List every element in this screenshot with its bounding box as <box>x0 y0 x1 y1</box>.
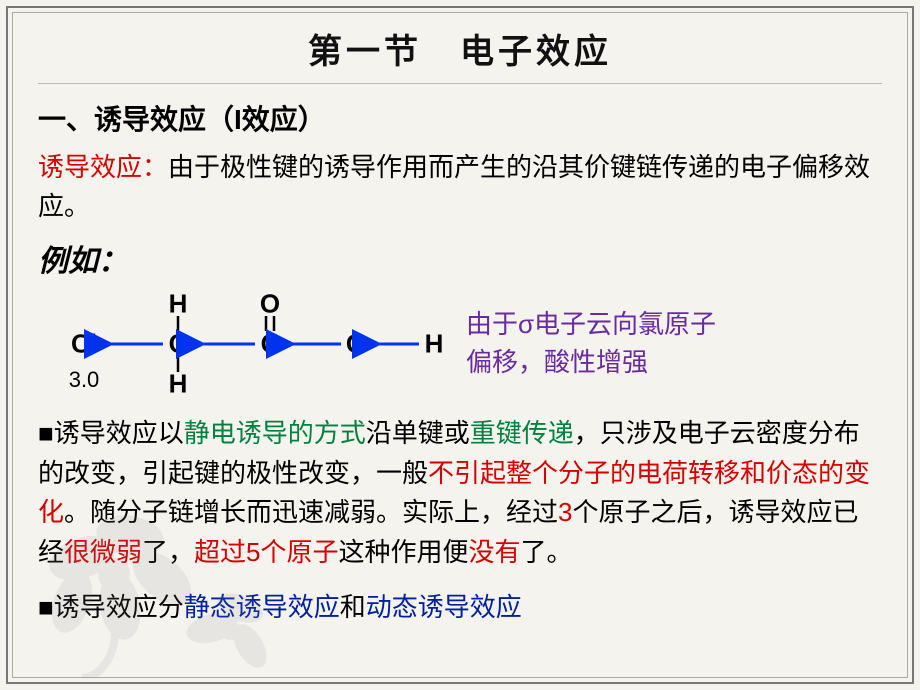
molecule-diagram: Cl 3.0 H C H O C O H <box>38 284 458 404</box>
bullet-paragraph-2: ■诱导效应分静态诱导效应和动态诱导效应 <box>38 588 882 628</box>
example-label: 例如： <box>38 236 882 280</box>
section-heading: 一、诱导效应（I效应） <box>38 98 882 138</box>
bond-arrows <box>38 284 458 404</box>
molecule-row: Cl 3.0 H C H O C O H <box>38 284 882 404</box>
definition-label: 诱导效应： <box>38 152 168 182</box>
side-note-line2: 偏移，酸性增强 <box>466 347 648 377</box>
definition: 诱导效应：由于极性键的诱导作用而产生的沿其价键链传递的电子偏移效应。 <box>38 148 882 226</box>
side-annotation: 由于σ电子云向氯原子 偏移，酸性增强 <box>466 306 716 381</box>
slide-title: 第一节 电子效应 <box>38 22 882 84</box>
side-note-line1: 由于σ电子云向氯原子 <box>466 309 716 339</box>
slide-content: 第一节 电子效应 一、诱导效应（I效应） 诱导效应：由于极性键的诱导作用而产生的… <box>14 14 906 676</box>
bullet-paragraph-1: ■诱导效应以静电诱导的方式沿单键或重键传递，只涉及电子云密度分布的改变，引起键的… <box>38 414 882 572</box>
